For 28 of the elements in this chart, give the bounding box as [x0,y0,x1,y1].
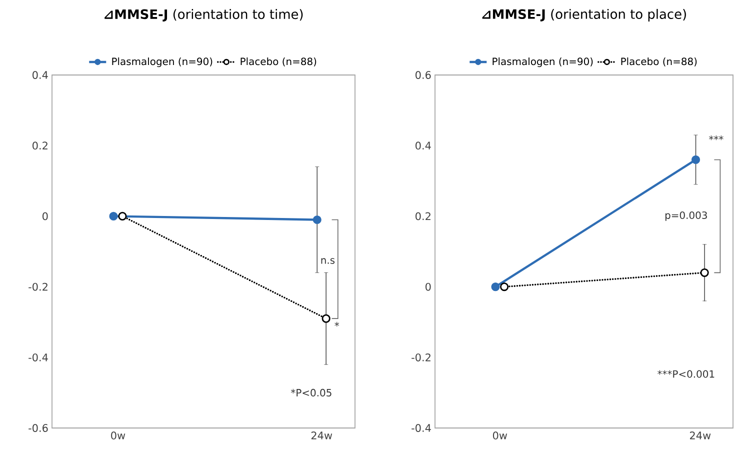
annotation: p=0.003 [665,211,707,221]
y-tick-label: -0.4 [28,353,48,362]
annotation: *** [709,136,724,140]
y-tick-label: -0.2 [412,353,430,362]
y-tick-label: 0.2 [416,212,430,220]
annotation: * [334,322,340,326]
chart-title: ⊿MMSE-J (orientation to place) [482,8,686,22]
y-tick-label: 0.2 [32,142,48,150]
legend-label: Placebo (n=88) [621,57,697,66]
x-tick-label: 0w [111,432,126,440]
y-tick-label: 0.4 [416,142,431,150]
y-tick-label: -0.2 [28,282,48,291]
y-tick-label: 0.6 [416,71,431,79]
x-tick-label: 0w [492,432,508,440]
annotation: ***P<0.001 [658,370,714,378]
annotation: n.s [321,258,335,264]
y-tick-label: 0 [426,282,431,291]
x-tick-label: 24w [690,432,711,440]
x-tick-label: 24w [311,432,332,440]
y-tick-label: -0.4 [412,424,431,432]
y-tick-label: 0 [42,212,48,220]
legend-label: Placebo (n=88) [240,57,316,66]
y-tick-label: 0.4 [32,71,48,79]
legend-label: Plasmalogen (n=90) [112,57,212,68]
chart-title: ⊿MMSE-J (orientation to time) [104,9,303,22]
annotation: *P<0.05 [290,388,332,396]
y-tick-label: -0.6 [28,424,48,432]
legend-label: Plasmalogen (n=90) [492,57,593,68]
